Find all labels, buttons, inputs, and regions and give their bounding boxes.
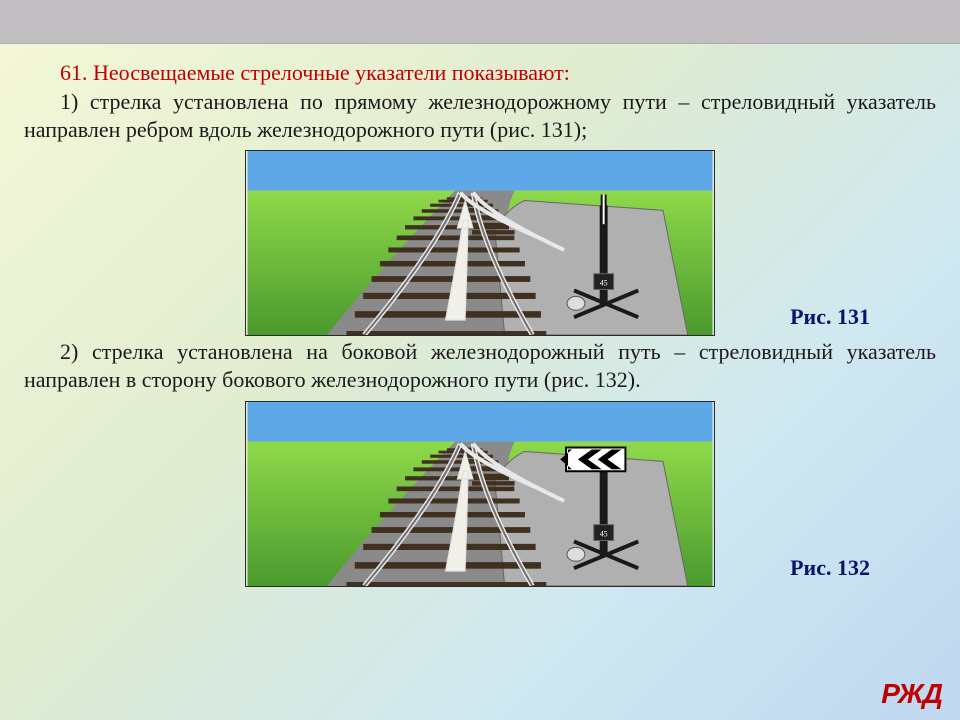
- figure-131-wrap: 45 Рис. 131: [130, 150, 830, 336]
- figure-132-caption: Рис. 132: [790, 555, 870, 581]
- figure-131: 45: [245, 150, 715, 336]
- figure-132: 45: [245, 401, 715, 587]
- top-grey-bar: [0, 0, 960, 44]
- rzd-logo: РЖД: [881, 678, 942, 710]
- svg-text:45: 45: [600, 279, 608, 288]
- paragraph-2: 2) стрелка установлена на боковой железн…: [24, 338, 936, 394]
- paragraph-1: 1) стрелка установлена по прямому железн…: [24, 88, 936, 144]
- figure-131-caption: Рис. 131: [790, 304, 870, 330]
- section-heading: 61. Неосвещаемые стрелочные указатели по…: [24, 60, 936, 86]
- svg-text:45: 45: [600, 529, 608, 538]
- slide-content: 61. Неосвещаемые стрелочные указатели по…: [0, 44, 960, 587]
- figure-132-wrap: 45 Рис. 132: [130, 401, 830, 587]
